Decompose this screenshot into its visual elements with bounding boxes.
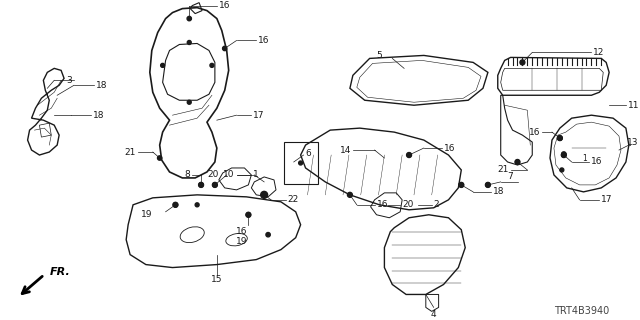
Text: 19: 19 (141, 210, 153, 219)
Circle shape (223, 46, 227, 51)
Circle shape (212, 182, 218, 188)
Circle shape (348, 192, 353, 197)
Circle shape (246, 212, 251, 217)
Circle shape (173, 202, 178, 207)
Text: 12: 12 (593, 48, 605, 57)
Text: 21: 21 (125, 148, 136, 156)
Text: 16: 16 (219, 1, 230, 10)
Circle shape (157, 156, 162, 160)
Text: 17: 17 (601, 195, 612, 204)
Circle shape (562, 153, 566, 157)
Text: 1: 1 (253, 171, 259, 180)
Circle shape (560, 168, 564, 172)
Circle shape (515, 160, 520, 164)
Text: 11: 11 (628, 101, 639, 110)
Circle shape (557, 136, 563, 140)
Circle shape (188, 100, 191, 104)
Circle shape (246, 212, 250, 217)
Text: 3: 3 (66, 76, 72, 85)
Circle shape (266, 233, 270, 237)
Text: 16: 16 (529, 128, 540, 137)
Text: 8: 8 (184, 171, 190, 180)
Text: 7: 7 (508, 172, 513, 181)
Circle shape (299, 161, 303, 165)
Text: 18: 18 (493, 188, 504, 196)
Text: FR.: FR. (49, 267, 70, 276)
Circle shape (161, 63, 164, 68)
Circle shape (561, 153, 566, 157)
Circle shape (195, 203, 199, 207)
Text: 13: 13 (627, 138, 638, 147)
Text: 21: 21 (497, 165, 509, 174)
Text: 4: 4 (431, 310, 436, 319)
Text: 22: 22 (288, 195, 299, 204)
Circle shape (557, 136, 562, 140)
Text: 16: 16 (376, 200, 388, 209)
Text: 16: 16 (444, 144, 455, 153)
Circle shape (210, 63, 214, 68)
Text: TRT4B3940: TRT4B3940 (554, 306, 609, 316)
Text: 20: 20 (402, 200, 413, 209)
Text: 17: 17 (253, 111, 265, 120)
Circle shape (406, 153, 412, 157)
Text: 5: 5 (377, 51, 383, 60)
Circle shape (459, 182, 464, 188)
Circle shape (486, 183, 490, 187)
Circle shape (515, 159, 520, 164)
Circle shape (407, 153, 411, 157)
Text: 18: 18 (93, 111, 104, 120)
Circle shape (212, 183, 217, 187)
Text: 14: 14 (340, 146, 351, 155)
Text: 20: 20 (207, 171, 218, 180)
Text: 16: 16 (591, 157, 603, 166)
Text: 16: 16 (259, 36, 269, 45)
Circle shape (557, 136, 562, 140)
Circle shape (187, 16, 191, 21)
Text: 1: 1 (582, 154, 587, 163)
Circle shape (562, 152, 566, 156)
Text: 16: 16 (236, 227, 247, 236)
Circle shape (520, 60, 525, 65)
Text: 10: 10 (223, 171, 235, 180)
Circle shape (260, 191, 268, 198)
Circle shape (485, 182, 490, 188)
Text: 6: 6 (305, 148, 311, 157)
Text: 18: 18 (95, 81, 107, 90)
Circle shape (173, 203, 178, 207)
Text: 19: 19 (236, 237, 247, 246)
Circle shape (188, 41, 191, 44)
Circle shape (199, 183, 204, 187)
Circle shape (198, 182, 204, 188)
Text: 2: 2 (434, 200, 439, 209)
Circle shape (459, 183, 463, 187)
Text: 15: 15 (211, 275, 223, 284)
